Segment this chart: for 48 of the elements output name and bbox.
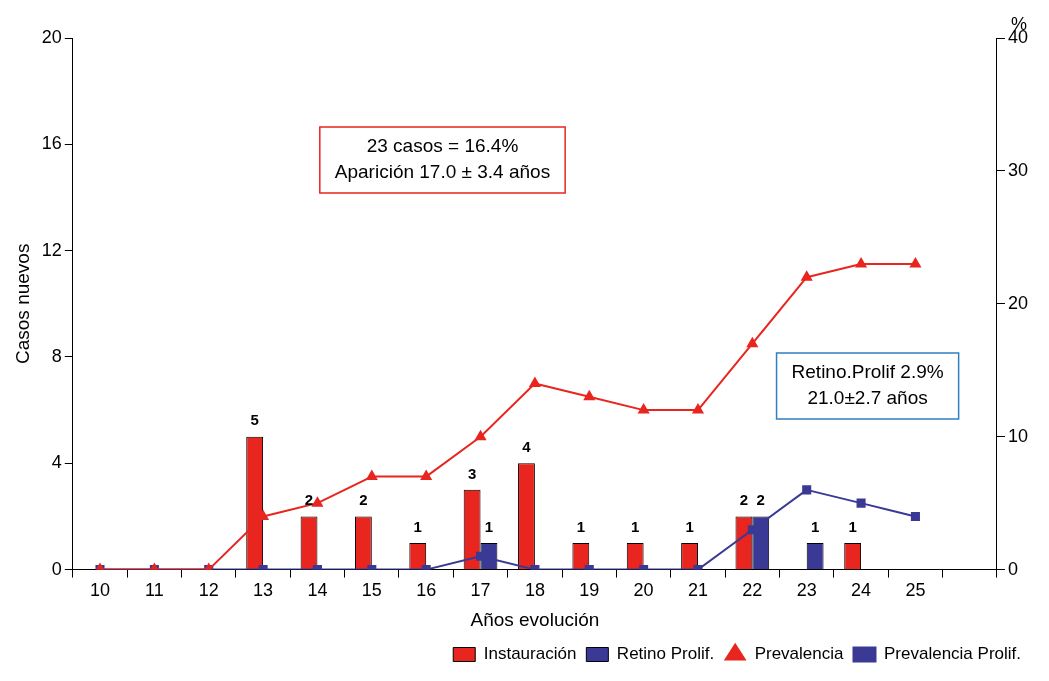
data-label: 1 [810, 517, 820, 535]
data-label: 5 [250, 411, 259, 429]
legend-label: Prevalencia [754, 644, 845, 664]
data-label: 1 [848, 517, 857, 535]
y2-tick-label: 20 [1007, 292, 1029, 313]
x-axis-title: Años evolución [470, 608, 600, 630]
y2-tick-label: 0 [1007, 558, 1018, 579]
x-tick-label: 13 [253, 580, 274, 601]
x-tick-label: 11 [145, 580, 164, 601]
x-tick-label: 20 [633, 580, 654, 601]
annotation: 23 casos = 16.4% Aparición 17.0 ± 3.4 años [334, 135, 551, 183]
data-label: 1 [631, 517, 640, 535]
data-label: 2 [304, 491, 314, 509]
x-tick-label: 22 [742, 580, 763, 601]
x-tick-label: 17 [470, 580, 491, 601]
x-tick-label: 16 [416, 580, 437, 601]
y-tick-label: 8 [51, 345, 62, 366]
x-tick-label: 24 [851, 580, 872, 601]
legend-label: Prevalencia Prolif. [884, 644, 1022, 664]
y2-tick-label: 10 [1007, 425, 1029, 446]
y-tick-label: 16 [41, 133, 62, 154]
x-tick-label: 21 [687, 580, 708, 601]
data-label: 2 [359, 491, 368, 509]
data-label: 1 [484, 517, 494, 535]
data-label: 1 [685, 517, 694, 535]
x-tick-label: 10 [89, 580, 111, 601]
x-tick-label: 18 [524, 580, 545, 601]
data-label: 2 [756, 491, 765, 509]
data-label: 3 [467, 464, 477, 482]
x-tick-label: 15 [361, 580, 382, 601]
y-tick-label: 4 [51, 452, 62, 473]
y-axis-title: Casos nuevos [11, 243, 33, 364]
y2-tick-label: 30 [1007, 159, 1029, 180]
legend-label: Retino Prolif. [616, 644, 715, 664]
x-tick-label: 23 [796, 580, 817, 601]
y-tick-label: 0 [51, 558, 62, 579]
data-label: 4 [522, 437, 532, 455]
legend-label: Instauración [483, 644, 577, 664]
data-label: 1 [576, 517, 586, 535]
y-tick-label: 12 [41, 239, 62, 260]
x-tick-label: 12 [198, 580, 219, 601]
x-tick-label: 14 [307, 580, 328, 601]
data-label: 2 [739, 491, 749, 509]
annotation: Retino.Prolif 2.9% 21.0±2.7 años [791, 361, 944, 409]
data-label: 1 [413, 517, 422, 535]
x-tick-label: 19 [579, 580, 600, 601]
y-tick-label: 20 [41, 26, 62, 47]
x-tick-label: 25 [905, 580, 926, 601]
